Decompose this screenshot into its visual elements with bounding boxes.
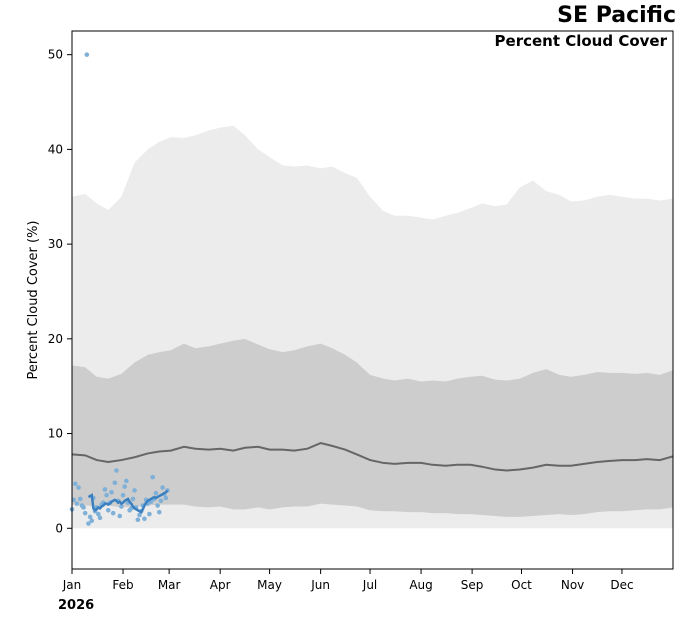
x-tick-label: Oct [511,578,532,592]
observation-point [124,478,129,484]
observation-point [122,484,127,489]
x-tick-label: Jan [62,578,82,592]
x-tick-label: Dec [610,578,633,592]
observation-point [109,489,114,495]
observation-point [119,504,124,509]
x-tick-label: Mar [158,578,181,592]
observation-point [120,492,126,498]
observation-point [155,503,160,508]
x-tick-label: Apr [210,578,231,592]
y-tick-label: 10 [48,427,63,441]
observation-point [72,481,78,487]
observation-point [130,496,136,502]
observation-point [84,52,90,57]
y-tick-label: 0 [55,521,63,535]
climatology-bands [72,125,673,529]
current-line-group [87,489,169,514]
observation-point [76,485,81,490]
observation-point [81,505,86,510]
observation-point [87,514,93,520]
observation-point [86,521,91,526]
chart-subtitle: Percent Cloud Cover [494,32,667,50]
inner-range-band [72,338,673,517]
observation-point [89,518,95,523]
x-tick-label: Aug [409,578,432,592]
observation-point [132,488,137,493]
observation-point [96,511,101,517]
observation-point [153,490,159,496]
observation-point [77,496,83,502]
y-tick-label: 50 [48,48,63,62]
observation-point [163,495,169,501]
observation-point [74,501,80,506]
x-tick-label: May [257,578,282,592]
x-axis: Jan Feb Mar Apr May Jun Jul Aug Sep Oct Nov Dec [62,569,634,592]
observation-point [112,480,118,486]
observation-point [104,492,109,498]
observation-point [158,498,164,504]
x-tick-label: Nov [561,578,584,592]
year-label: 2026 [58,598,95,613]
observation-point [137,512,142,518]
observation-point [97,515,103,521]
median-line-group [71,441,674,472]
observation-point [82,510,88,516]
x-tick-label: Jun [310,578,330,592]
observation-point [156,509,162,515]
x-tick-label: Jul [362,578,377,592]
x-tick-label: Feb [112,578,133,592]
observation-point [142,516,147,522]
observation-point [160,485,165,490]
y-axis-label: Percent Cloud Cover (%) [26,220,41,379]
observation-point [147,511,152,517]
observation-point [110,510,116,516]
observation-point [114,468,119,473]
y-tick-label: 20 [48,332,63,346]
y-axis: 0 10 20 30 40 50 [48,48,72,535]
observation-point [105,507,111,513]
median-line [71,441,674,472]
observation-point [102,487,108,492]
observation-point [135,517,141,523]
observation-point [150,474,155,480]
observation-point [117,513,123,519]
y-tick-label: 40 [48,142,63,156]
plot-frame [71,30,674,570]
y-tick-label: 30 [48,237,63,251]
current-year-line [87,489,169,514]
x-tick-label: Sep [461,578,484,592]
chart-title: SE Pacific [557,3,676,28]
